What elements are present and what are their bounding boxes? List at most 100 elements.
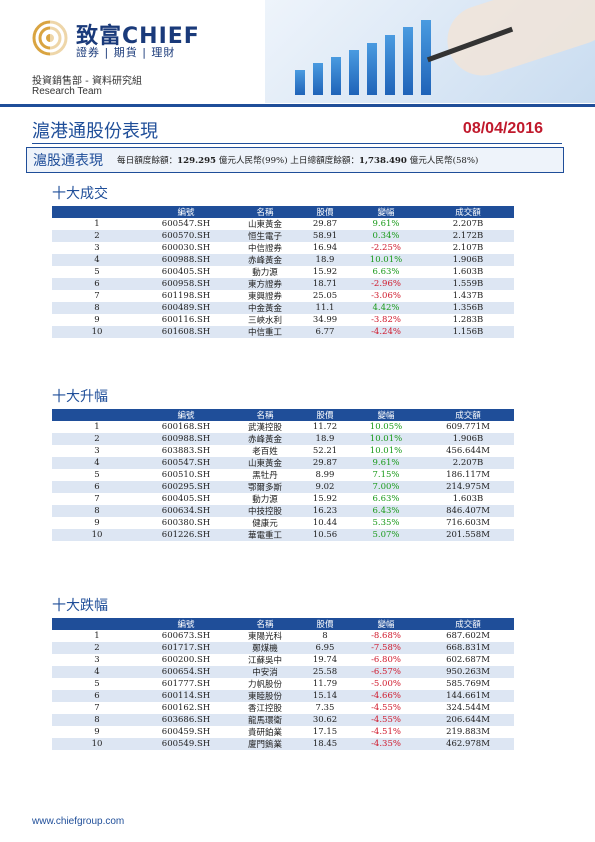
table-row: 10 600549.SH 廈門鎢業 18.45 -4.35% 462.978M [52, 738, 514, 750]
table-header-row: 編號 名稱 股價 變幅 成交額 [52, 409, 514, 421]
price-cell: 11.72 [312, 422, 338, 432]
price-cell: 15.92 [312, 494, 338, 504]
name-cell: 鄂爾多斯 [230, 481, 300, 493]
change-cell: 7.00% [350, 481, 422, 493]
change-cell: 7.15% [372, 470, 400, 480]
price-cell: 9.02 [300, 481, 350, 493]
code-cell: 600380.SH [161, 518, 211, 528]
turnover-cell: 462.978M [422, 738, 514, 750]
change-cell: -4.66% [350, 690, 422, 702]
table-row: 6 600295.SH 鄂爾多斯 9.02 7.00% 214.975M [52, 481, 514, 493]
report-title: 滬港通股份表現 [32, 121, 158, 142]
change-cell: -4.35% [350, 738, 422, 750]
price-cell: 52.21 [312, 446, 338, 456]
change-cell: -7.58% [350, 642, 422, 654]
price-cell: 16.94 [312, 243, 338, 253]
table-row: 10 601226.SH 華電重工 10.56 5.07% 201.558M [52, 529, 514, 541]
name-cell: 中信證券 [247, 244, 282, 254]
turnover-cell: 687.602M [446, 631, 490, 641]
code-cell: 600570.SH [142, 230, 230, 242]
name-cell: 東方證券 [230, 278, 300, 290]
turnover-cell: 1.156B [422, 326, 514, 338]
column-header: 編號 [142, 409, 230, 421]
price-cell: 11.1 [300, 302, 350, 314]
name-cell: 黑牡丹 [252, 471, 278, 481]
header-photo [265, 0, 595, 103]
turnover-cell: 1.603B [452, 267, 484, 277]
stock-table: 編號 名稱 股價 變幅 成交額 1 600168.SH 武漢控股 11.72 10.05% 609.… [52, 409, 514, 541]
table-row: 1 600547.SH 山東黃金 29.87 9.61% 2.207B [52, 218, 514, 230]
turnover-cell: 1.437B [452, 291, 484, 301]
name-cell: 鄭煤機 [230, 642, 300, 654]
price-cell: 10.44 [312, 518, 338, 528]
rank-cell: 7 [94, 703, 100, 713]
table-row: 6 600114.SH 東睦股份 15.14 -4.66% 144.661M [52, 690, 514, 702]
code-cell: 601608.SH [142, 326, 230, 338]
code-cell: 603883.SH [161, 446, 211, 456]
table-header-row: 編號 名稱 股價 變幅 成交額 [52, 206, 514, 218]
change-cell: 9.61% [350, 457, 422, 469]
rank-cell: 2 [52, 230, 142, 242]
name-cell: 華電重工 [230, 529, 300, 541]
team-label: Research Team [32, 86, 102, 97]
change-cell: -4.24% [350, 326, 422, 338]
change-cell: -3.82% [371, 315, 401, 325]
rank-cell: 1 [94, 422, 100, 432]
name-cell: 江蘇吳中 [247, 656, 282, 666]
table-row: 10 601608.SH 中信重工 6.77 -4.24% 1.156B [52, 326, 514, 338]
change-cell: 6.63% [372, 494, 400, 504]
code-cell: 601717.SH [142, 642, 230, 654]
change-cell: -6.57% [350, 666, 422, 678]
stock-table: 編號 名稱 股價 變幅 成交額 1 600547.SH 山東黃金 29.87 9.61% 2.207… [52, 206, 514, 338]
rank-cell: 10 [52, 529, 142, 541]
rank-cell: 2 [52, 642, 142, 654]
turnover-cell: 144.661M [422, 690, 514, 702]
turnover-cell: 716.603M [446, 518, 490, 528]
name-cell: 赤峰黃金 [230, 254, 300, 266]
name-cell: 赤峰黃金 [230, 433, 300, 445]
code-cell: 600673.SH [161, 631, 211, 641]
quota-text: 每日額度餘額：129.295 億元人民幣(99%) 上日總額度餘額：1,738.… [117, 156, 479, 166]
code-cell: 600958.SH [142, 278, 230, 290]
change-cell: 6.63% [372, 267, 400, 277]
price-cell: 17.15 [312, 727, 338, 737]
quota-label: 滬股通表現 [33, 153, 103, 169]
turnover-cell: 1.906B [422, 254, 514, 266]
price-cell: 6.95 [300, 642, 350, 654]
name-cell: 東陽光科 [247, 632, 282, 642]
column-header: 成交額 [422, 618, 514, 630]
table-row: 5 601777.SH 力帆股份 11.79 -5.00% 585.769M [52, 678, 514, 690]
turnover-cell: 186.117M [446, 470, 490, 480]
chief-logo-icon [32, 20, 68, 56]
brand-tagline: 證券 | 期貨 | 理財 [76, 46, 176, 59]
section-title: 十大跌幅 [52, 598, 108, 614]
code-cell: 600549.SH [142, 738, 230, 750]
turnover-cell: 456.644M [446, 446, 490, 456]
code-cell: 600030.SH [161, 243, 211, 253]
turnover-cell: 602.687M [446, 655, 490, 665]
column-header: 變幅 [350, 618, 422, 630]
price-cell: 15.14 [300, 690, 350, 702]
change-cell: 10.01% [369, 446, 403, 456]
name-cell: 香江控股 [247, 704, 282, 714]
name-cell: 中信重工 [230, 326, 300, 338]
table-row: 1 600168.SH 武漢控股 11.72 10.05% 609.771M [52, 421, 514, 433]
rank-cell: 6 [52, 690, 142, 702]
code-cell: 600489.SH [142, 302, 230, 314]
stock-table: 編號 名稱 股價 變幅 成交額 1 600673.SH 東陽光科 8 -8.68% 687.602M… [52, 618, 514, 750]
change-cell: 10.01% [350, 254, 422, 266]
name-cell: 動力源 [252, 268, 278, 278]
price-cell: 58.91 [300, 230, 350, 242]
column-header: 名稱 [230, 206, 300, 218]
column-header: 編號 [142, 618, 230, 630]
quota-box: 滬股通表現 每日額度餘額：129.295 億元人民幣(99%) 上日總額度餘額：… [26, 147, 564, 173]
change-cell: -2.96% [350, 278, 422, 290]
name-cell: 中金黃金 [230, 302, 300, 314]
rank-cell: 5 [94, 470, 100, 480]
rank-cell: 8 [52, 302, 142, 314]
change-cell: -4.55% [350, 714, 422, 726]
column-header-rank [52, 618, 142, 630]
rank-cell: 4 [52, 666, 142, 678]
table-row: 7 600405.SH 動力源 15.92 6.63% 1.603B [52, 493, 514, 505]
rank-cell: 8 [52, 505, 142, 517]
